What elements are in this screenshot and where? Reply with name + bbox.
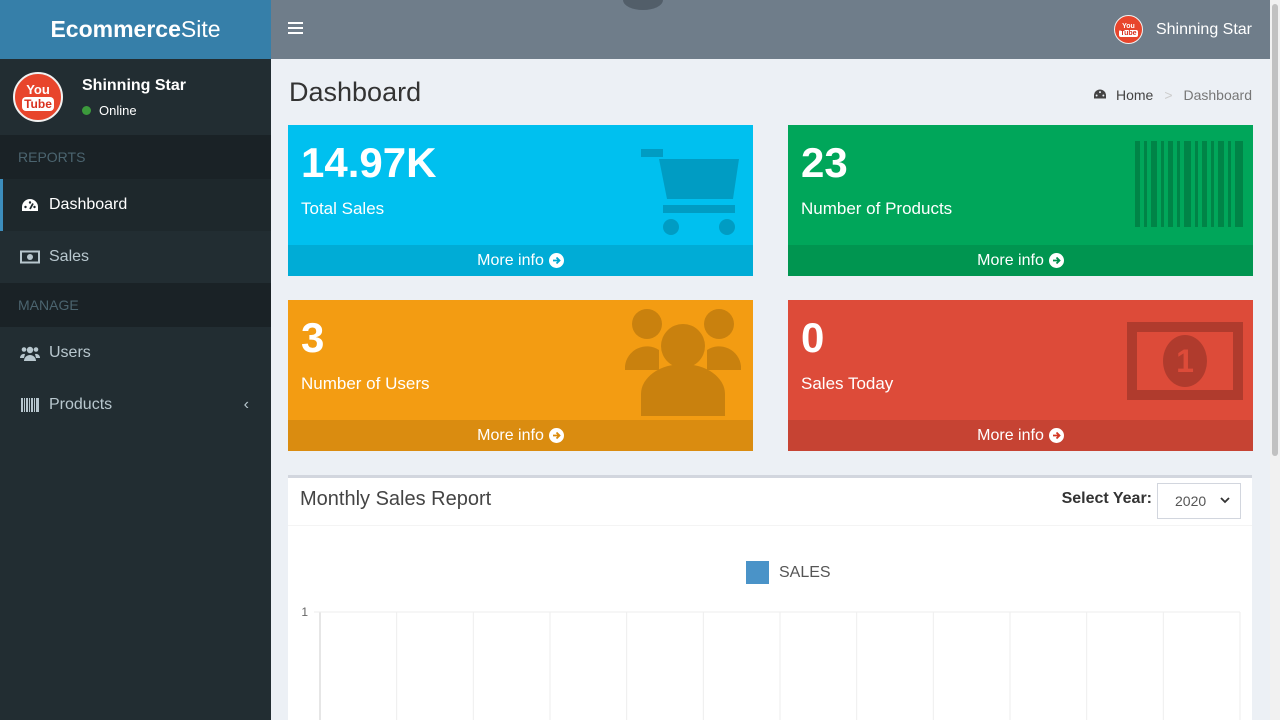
user-avatar-small: You Tube <box>1113 15 1143 44</box>
box-label: Number of Products <box>801 199 953 218</box>
sidebar-item-dashboard[interactable]: Dashboard <box>0 179 271 231</box>
avatar-small-text-top: You <box>1122 22 1135 30</box>
box-label: Sales Today <box>801 374 894 393</box>
box-value: 23 <box>801 139 848 186</box>
money-icon <box>20 250 40 264</box>
avatar: You Tube <box>13 72 63 122</box>
users-box: 3 Number of Users More info <box>288 300 753 451</box>
dashboard-icon <box>1093 87 1107 103</box>
cart-icon <box>641 149 739 235</box>
app-logo[interactable]: Ecommerce Site <box>0 0 271 59</box>
more-info-link[interactable]: More info <box>788 245 1253 276</box>
users-icon <box>625 309 741 416</box>
sidebar-item-label: Users <box>49 344 91 361</box>
sidebar-item-label: Dashboard <box>49 196 128 213</box>
sidebar: Ecommerce Site You Tube Shinning Star Onl… <box>0 0 271 720</box>
sales-chart: 1 <box>301 605 1241 720</box>
menu-header-reports: REPORTS <box>0 135 271 179</box>
legend-swatch <box>746 561 769 584</box>
more-info-link[interactable]: More info <box>788 420 1253 451</box>
scrollbar[interactable] <box>1270 0 1280 720</box>
sidebar-item-label: Sales <box>49 248 90 265</box>
main-content: Dashboard Home > Dashboard 14.97K Total … <box>271 59 1270 720</box>
avatar-small-text-bottom: Tube <box>1119 29 1138 37</box>
avatar-text-top: You <box>26 82 50 97</box>
camera-notch <box>623 0 663 10</box>
chart-legend: SALES <box>746 561 831 584</box>
user-panel: You Tube Shinning Star Online <box>0 59 271 135</box>
box-value: 3 <box>301 314 325 361</box>
arrow-circle-right-icon <box>1048 253 1064 268</box>
barcode-icon <box>1135 141 1243 227</box>
chevron-down-icon <box>1219 484 1231 530</box>
svg-text:1: 1 <box>1176 343 1194 379</box>
more-info-label: More info <box>477 251 544 269</box>
box-label: Total Sales <box>301 199 385 218</box>
user-status-label: Online <box>99 102 137 118</box>
chevron-left-icon: ‹ <box>243 396 249 413</box>
more-info-label: More info <box>477 426 544 444</box>
monthly-sales-panel: Monthly Sales Report Select Year: 2020 S… <box>288 475 1252 720</box>
more-info-link[interactable]: More info <box>288 245 753 276</box>
panel-header: Monthly Sales Report Select Year: 2020 <box>288 478 1252 526</box>
sidebar-item-users[interactable]: Users <box>0 327 271 379</box>
dashboard-icon <box>20 197 40 213</box>
online-dot-icon <box>82 105 91 115</box>
panel-title: Monthly Sales Report <box>300 488 492 510</box>
breadcrumb-home[interactable]: Home <box>1115 87 1154 103</box>
sidebar-item-products[interactable]: Products ‹ <box>0 379 271 431</box>
year-select-value: 2020 <box>1175 493 1207 509</box>
box-value: 14.97K <box>301 139 437 186</box>
money-icon: 1 <box>1127 322 1243 400</box>
more-info-label: More info <box>977 251 1044 269</box>
arrow-circle-right-icon <box>1048 428 1064 443</box>
box-value: 0 <box>801 314 825 361</box>
page-title: Dashboard <box>289 77 422 107</box>
avatar-text-bottom: Tube <box>22 97 54 111</box>
menu-header-manage: MANAGE <box>0 283 271 327</box>
total-sales-box: 14.97K Total Sales More info <box>288 125 753 276</box>
logo-bold: Ecommerce <box>50 16 181 42</box>
breadcrumb-current: Dashboard <box>1183 87 1253 103</box>
products-box: 23 Number of Products More info <box>788 125 1253 276</box>
sidebar-toggle-icon[interactable] <box>288 22 303 34</box>
user-status: Online <box>82 103 186 118</box>
sidebar-item-label: Products <box>49 396 113 413</box>
box-label: Number of Users <box>301 374 430 393</box>
year-label: Select Year: <box>1061 490 1152 507</box>
user-menu[interactable]: You Tube Shinning Star <box>1113 15 1252 44</box>
arrow-circle-right-icon <box>548 428 564 443</box>
scrollbar-thumb[interactable] <box>1272 4 1278 456</box>
more-info-link[interactable]: More info <box>288 420 753 451</box>
breadcrumb: Home > Dashboard <box>1093 87 1252 103</box>
breadcrumb-separator: > <box>1164 87 1173 103</box>
top-navbar: You Tube Shinning Star <box>271 0 1270 59</box>
y-tick-label: 1 <box>301 605 308 619</box>
sales-today-box: 0 Sales Today 1 More info <box>788 300 1253 451</box>
users-icon <box>20 345 40 361</box>
user-menu-name: Shinning Star <box>1155 20 1252 38</box>
year-select[interactable]: 2020 <box>1157 483 1241 519</box>
barcode-icon <box>20 398 40 412</box>
logo-light: Site <box>180 16 221 42</box>
sidebar-item-sales[interactable]: Sales <box>0 231 271 283</box>
more-info-label: More info <box>977 426 1044 444</box>
user-name: Shinning Star <box>82 76 186 94</box>
arrow-circle-right-icon <box>548 253 564 268</box>
legend-label: SALES <box>779 563 831 581</box>
